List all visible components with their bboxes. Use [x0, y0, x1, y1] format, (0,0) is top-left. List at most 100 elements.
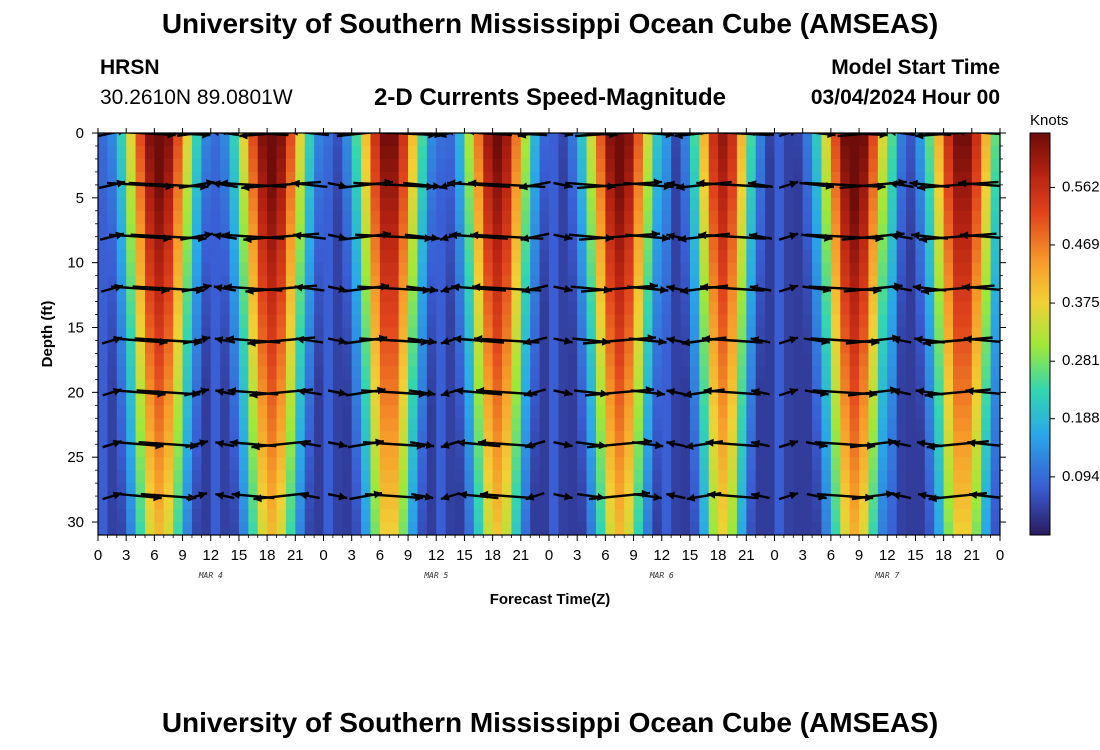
heatmap-cell: [755, 210, 766, 225]
heatmap-cell: [971, 210, 982, 225]
heatmap-cell: [361, 379, 372, 393]
heatmap-cell: [361, 133, 372, 147]
heatmap-cell: [144, 223, 155, 238]
heatmap-cell: [934, 145, 945, 160]
heatmap-cell: [361, 249, 372, 264]
heatmap-cell: [332, 158, 343, 173]
heatmap-cell: [238, 405, 249, 419]
heatmap-cell: [191, 288, 202, 303]
heatmap-cell: [689, 133, 700, 147]
heatmap-cell: [783, 236, 794, 251]
heatmap-cell: [511, 509, 522, 523]
heatmap-cell: [671, 444, 682, 458]
heatmap-cell: [605, 210, 616, 225]
heatmap-cell: [248, 158, 259, 173]
heatmap-cell: [953, 171, 964, 186]
heatmap-cell: [746, 340, 757, 355]
heatmap-cell: [924, 223, 935, 238]
heatmap-cell: [642, 457, 653, 471]
heatmap-cell: [830, 301, 841, 316]
heatmap-cell: [314, 457, 325, 471]
heatmap-cell: [718, 353, 729, 368]
heatmap-cell: [445, 133, 456, 147]
heatmap-cell: [830, 353, 841, 368]
heatmap-cell: [530, 223, 541, 238]
heatmap-cell: [840, 275, 851, 290]
heatmap-cell: [708, 210, 719, 225]
heatmap-cell: [126, 145, 137, 160]
heatmap-cell: [605, 470, 616, 484]
heatmap-cell: [530, 327, 541, 342]
heatmap-cell: [304, 496, 315, 510]
heatmap-cell: [774, 275, 785, 290]
heatmap-cell: [492, 327, 503, 342]
heatmap-cell: [971, 262, 982, 277]
heatmap-cell: [680, 457, 691, 471]
heatmap-cell: [144, 249, 155, 264]
heatmap-cell: [633, 210, 644, 225]
heatmap-cell: [417, 197, 428, 212]
heatmap-cell: [859, 470, 870, 484]
heatmap-cell: [135, 496, 146, 510]
heatmap-cell: [943, 470, 954, 484]
heatmap-cell: [718, 314, 729, 329]
heatmap-cell: [877, 249, 888, 264]
heatmap-cell: [445, 431, 456, 445]
heatmap-cell: [962, 457, 973, 471]
heatmap-cell: [361, 236, 372, 251]
heatmap-cell: [445, 314, 456, 329]
heatmap-cell: [379, 275, 390, 290]
heatmap-cell: [210, 236, 221, 251]
heatmap-cell: [455, 496, 466, 510]
heatmap-cell: [398, 327, 409, 342]
heatmap-cell: [417, 223, 428, 238]
heatmap-cell: [943, 133, 954, 147]
heatmap-cell: [473, 210, 484, 225]
heatmap-cell: [661, 327, 672, 342]
current-arrow: [778, 439, 799, 449]
heatmap-cell: [314, 301, 325, 316]
heatmap-cell: [859, 223, 870, 238]
heatmap-cell: [201, 431, 212, 445]
heatmap-cell: [445, 457, 456, 471]
heatmap-cell: [116, 327, 127, 342]
heatmap-cell: [755, 236, 766, 251]
heatmap-cell: [896, 340, 907, 355]
heatmap-cell: [953, 353, 964, 368]
heatmap-cell: [652, 431, 663, 445]
heatmap-cell: [408, 457, 419, 471]
heatmap-cell: [849, 184, 860, 199]
current-arrow: [553, 388, 573, 397]
heatmap-cell: [182, 314, 193, 329]
heatmap-cell: [981, 366, 992, 380]
current-arrow: [440, 440, 461, 449]
heatmap-cell: [821, 509, 832, 523]
heatmap-cell: [473, 197, 484, 212]
heatmap-cell: [708, 522, 719, 535]
current-arrow: [407, 337, 437, 346]
heatmap-cell: [314, 288, 325, 303]
heatmap-cell: [727, 340, 738, 355]
heatmap-cell: [558, 379, 569, 393]
heatmap-cell: [633, 366, 644, 380]
heatmap-cell: [915, 301, 926, 316]
heatmap-cell: [173, 133, 184, 147]
heatmap-cell: [408, 236, 419, 251]
heatmap-cell: [248, 288, 259, 303]
heatmap-cell: [549, 509, 559, 523]
heatmap-cell: [201, 145, 212, 160]
heatmap-cell: [549, 158, 559, 173]
heatmap-cell: [210, 301, 221, 316]
heatmap-cell: [953, 262, 964, 277]
heatmap-cell: [191, 457, 202, 471]
heatmap-cell: [689, 275, 700, 290]
heatmap-cell: [924, 301, 935, 316]
heatmap-cell: [502, 275, 513, 290]
heatmap-cell: [502, 418, 513, 432]
heatmap-cell: [746, 418, 757, 432]
heatmap-cell: [304, 522, 315, 535]
current-arrow: [291, 179, 328, 189]
heatmap-cell: [830, 197, 841, 212]
heatmap-cell: [520, 223, 531, 238]
heatmap-cell: [220, 210, 231, 225]
